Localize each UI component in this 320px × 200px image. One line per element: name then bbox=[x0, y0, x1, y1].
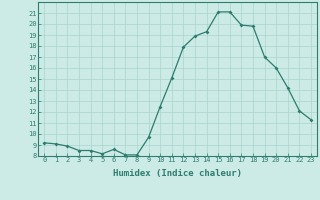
X-axis label: Humidex (Indice chaleur): Humidex (Indice chaleur) bbox=[113, 169, 242, 178]
